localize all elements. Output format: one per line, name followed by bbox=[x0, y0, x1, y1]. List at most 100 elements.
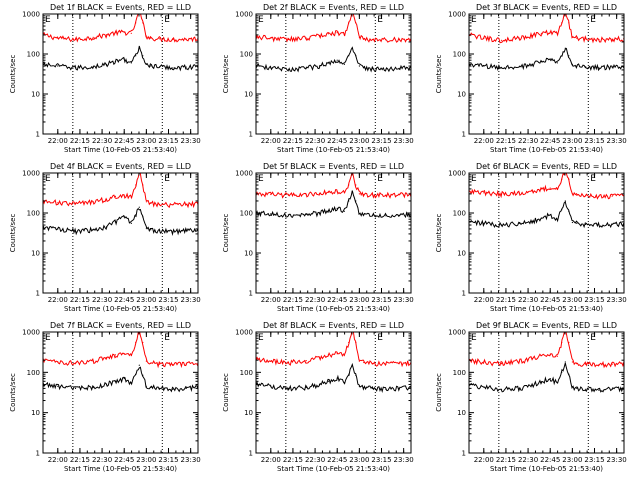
series-lld-point bbox=[57, 202, 59, 204]
series-lld-point bbox=[92, 360, 94, 362]
panel-det-8: Det 8f BLACK = Events, RED = LLD E E 1 10 100… bbox=[222, 321, 414, 473]
series-lld-point bbox=[568, 22, 570, 24]
x-axis-label: Start Time (10-Feb-05 21:53:40) bbox=[277, 305, 390, 313]
panel-title: Det 6f BLACK = Events, RED = LLD bbox=[476, 162, 617, 171]
y-tick-label: 1000 bbox=[448, 11, 466, 19]
y-tick-label: 100 bbox=[240, 369, 253, 377]
marker-e-right: E bbox=[590, 15, 596, 25]
series-events-point bbox=[561, 55, 563, 57]
series-events-point bbox=[105, 383, 108, 386]
series-lld-point bbox=[74, 38, 77, 41]
x-tick-label: 23:00 bbox=[136, 137, 156, 145]
series-events-point bbox=[172, 67, 174, 69]
series-lld-point bbox=[336, 353, 338, 355]
marker-e-right: E bbox=[164, 174, 170, 184]
x-tick-label: 23:15 bbox=[584, 296, 604, 304]
marker-e-left: E bbox=[471, 333, 477, 343]
series-lld-point bbox=[305, 193, 307, 196]
series-lld-point bbox=[611, 195, 613, 197]
series-events-point bbox=[363, 214, 365, 216]
series-lld-point bbox=[372, 194, 374, 196]
panel-det-9: Det 9f BLACK = Events, RED = LLD E E 1 10 100… bbox=[435, 321, 627, 473]
plot-frame bbox=[42, 172, 199, 294]
series-lld-point bbox=[159, 363, 161, 365]
y-tick-label: 100 bbox=[453, 51, 466, 59]
series-events-point bbox=[123, 216, 125, 218]
panel-det-5: Det 5f BLACK = Events, RED = LLD E E 1 10 100… bbox=[222, 162, 414, 313]
series-events-point bbox=[305, 386, 307, 389]
series-events-line bbox=[469, 200, 624, 229]
panel-title: Det 5f BLACK = Events, RED = LLD bbox=[263, 162, 404, 171]
series-lld-point bbox=[135, 22, 137, 24]
x-tick-label: 23:30 bbox=[394, 137, 414, 145]
x-tick-label: 22:30 bbox=[92, 296, 112, 304]
panel-title: Det 2f BLACK = Events, RED = LLD bbox=[263, 3, 404, 12]
series-lld-point bbox=[114, 32, 116, 34]
series-lld-point bbox=[540, 355, 543, 357]
panel-det-6: Det 6f BLACK = Events, RED = LLD E E 1 10 100… bbox=[435, 162, 627, 313]
y-tick-label: 10 bbox=[244, 250, 253, 258]
x-tick-label: 23:00 bbox=[562, 296, 582, 304]
series-lld-point bbox=[585, 363, 587, 365]
y-tick-label: 1 bbox=[249, 450, 253, 458]
series-events-point bbox=[398, 214, 400, 216]
series-events-point bbox=[568, 210, 570, 212]
x-tick-label: 23:30 bbox=[607, 456, 627, 464]
series-lld-point bbox=[185, 363, 187, 365]
x-tick-label: 22:15 bbox=[70, 456, 90, 464]
series-lld-point bbox=[398, 38, 400, 41]
series-lld-point bbox=[150, 202, 152, 204]
series-lld-point bbox=[556, 355, 558, 357]
series-lld-point bbox=[576, 37, 578, 39]
x-tick-label: 22:15 bbox=[283, 137, 303, 145]
series-events-line bbox=[469, 47, 624, 72]
x-tick-label: 23:15 bbox=[371, 456, 391, 464]
x-tick-label: 22:15 bbox=[70, 137, 90, 145]
series-lld-line bbox=[256, 14, 411, 43]
series-events-point bbox=[114, 221, 116, 223]
marker-e-left: E bbox=[258, 333, 264, 343]
x-tick-label: 23:15 bbox=[158, 456, 178, 464]
series-events-point bbox=[598, 224, 600, 226]
series-events-point bbox=[305, 213, 307, 215]
x-tick-label: 22:00 bbox=[261, 137, 281, 145]
series-events-point bbox=[135, 55, 137, 57]
y-tick-label: 10 bbox=[457, 409, 466, 417]
y-tick-label: 1000 bbox=[235, 11, 253, 19]
series-lld-point bbox=[363, 361, 365, 364]
series-lld-point bbox=[123, 353, 125, 355]
series-events-point bbox=[351, 47, 353, 49]
series-lld-point bbox=[318, 192, 321, 194]
series-events-line bbox=[256, 190, 411, 219]
x-tick-label: 22:15 bbox=[70, 296, 90, 304]
series-lld-point bbox=[92, 201, 94, 203]
x-tick-label: 23:30 bbox=[607, 137, 627, 145]
series-lld-point bbox=[57, 361, 59, 363]
panel-det-1: Det 1f BLACK = Events, RED = LLD E E 1 10 100… bbox=[9, 3, 201, 154]
x-tick-label: 22:00 bbox=[474, 296, 494, 304]
series-lld-point bbox=[611, 38, 613, 40]
series-lld-point bbox=[142, 22, 144, 24]
series-events-point bbox=[483, 65, 485, 67]
panel-det-7: Det 7f BLACK = Events, RED = LLD E E 1 10 100… bbox=[9, 321, 201, 473]
series-lld-point bbox=[355, 22, 357, 24]
series-lld-point bbox=[150, 362, 152, 364]
y-axis-label: Counts/sec bbox=[435, 373, 443, 412]
x-tick-label: 22:30 bbox=[305, 137, 325, 145]
y-tick-label: 1000 bbox=[235, 329, 253, 337]
series-lld-point bbox=[372, 363, 374, 365]
series-events-point bbox=[74, 67, 77, 69]
x-tick-label: 22:45 bbox=[540, 296, 560, 304]
series-lld-point bbox=[318, 357, 321, 359]
series-events-point bbox=[500, 388, 503, 390]
series-events-point bbox=[585, 223, 587, 225]
series-events-point bbox=[150, 229, 152, 231]
series-events-point bbox=[287, 69, 290, 71]
series-lld-point bbox=[518, 37, 520, 39]
x-tick-label: 23:00 bbox=[562, 456, 582, 464]
x-axis-label: Start Time (10-Feb-05 21:53:40) bbox=[64, 146, 177, 154]
series-lld-point bbox=[142, 184, 144, 186]
series-lld-point bbox=[172, 204, 174, 206]
series-lld-point bbox=[540, 188, 543, 190]
